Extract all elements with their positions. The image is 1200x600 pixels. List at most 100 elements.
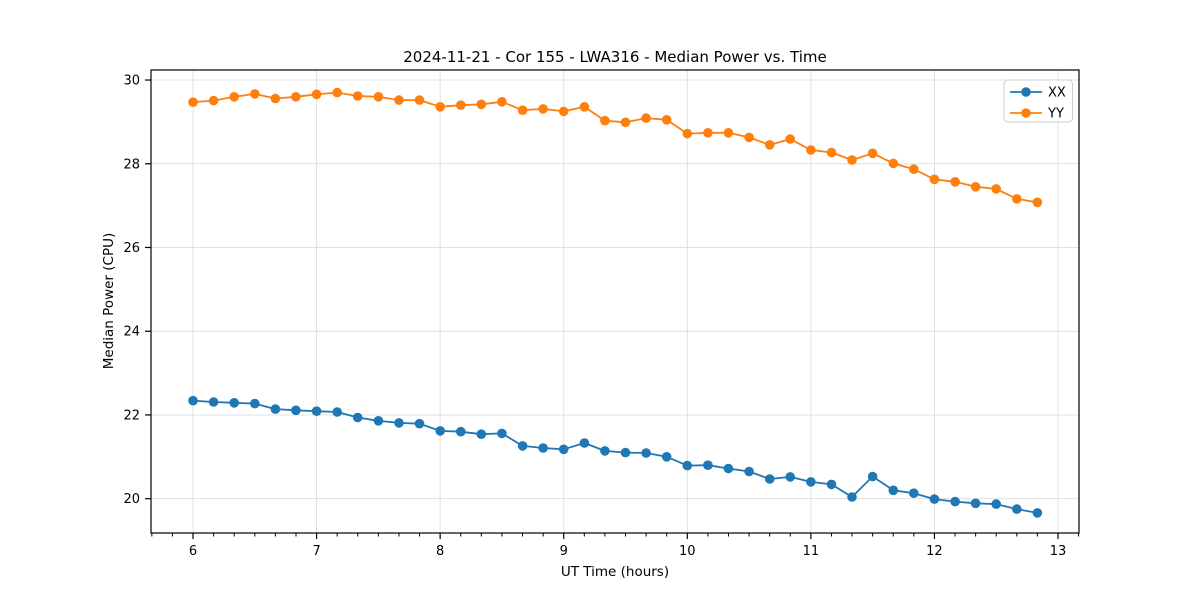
data-point-XX: [291, 405, 301, 416]
data-point-YY: [497, 97, 507, 107]
y-axis-label: Median Power (CPU): [101, 233, 117, 369]
data-point-YY: [826, 147, 837, 158]
gridlines: [151, 70, 1079, 533]
data-point-XX: [764, 474, 775, 484]
data-point-YY: [661, 115, 672, 125]
data-point-XX: [970, 498, 981, 509]
data-point-XX: [229, 398, 239, 408]
data-point-XX: [847, 492, 857, 502]
y-tick-label: 24: [123, 325, 140, 340]
data-point-YY: [373, 92, 384, 102]
data-point-YY: [785, 134, 795, 144]
y-tick-label: 30: [123, 74, 140, 89]
data-point-YY: [1032, 197, 1043, 208]
x-tick-label: 11: [803, 544, 820, 559]
data-point-YY: [888, 158, 899, 169]
data-point-YY: [208, 95, 219, 106]
data-point-XX: [1012, 504, 1022, 514]
data-point-YY: [620, 117, 631, 128]
data-point-XX: [373, 416, 384, 426]
x-tick-label: 10: [679, 544, 696, 559]
data-point-XX: [991, 499, 1001, 509]
data-point-YY: [291, 92, 301, 102]
data-point-YY: [991, 184, 1001, 194]
data-point-YY: [188, 97, 198, 107]
data-point-YY: [723, 128, 734, 138]
data-point-XX: [723, 463, 734, 474]
data-point-XX: [744, 466, 754, 477]
data-point-YY: [867, 148, 878, 159]
x-tick-label: 6: [189, 544, 197, 559]
data-point-XX: [476, 429, 487, 440]
data-point-XX: [682, 460, 693, 471]
data-point-YY: [476, 99, 487, 110]
x-tick-label: 9: [560, 544, 568, 559]
data-point-YY: [703, 128, 713, 138]
data-point-XX: [826, 479, 837, 490]
data-point-YY: [682, 128, 693, 139]
data-point-YY: [250, 89, 260, 99]
data-point-YY: [414, 95, 425, 105]
data-point-YY: [538, 104, 548, 114]
data-point-XX: [208, 397, 219, 407]
legend-label-YY: YY: [1047, 107, 1064, 122]
data-point-XX: [435, 426, 446, 436]
data-point-YY: [352, 91, 363, 101]
data-point-YY: [558, 106, 569, 117]
data-point-XX: [311, 406, 322, 417]
data-point-YY: [456, 100, 466, 110]
legend-box: [1003, 79, 1073, 123]
data-point-YY: [909, 164, 919, 174]
y-tick-label: 20: [123, 492, 140, 507]
data-point-XX: [332, 407, 343, 417]
data-point-XX: [950, 496, 960, 507]
data-point-YY: [641, 113, 651, 123]
chart-title: 2024-11-21 - Cor 155 - LWA316 - Median P…: [403, 48, 827, 66]
data-point-XX: [558, 444, 569, 455]
data-point-YY: [847, 155, 857, 165]
x-tick-label: 7: [312, 544, 320, 559]
data-point-XX: [188, 395, 198, 406]
data-point-XX: [1032, 508, 1043, 518]
x-tick-label: 13: [1050, 544, 1067, 559]
legend: XX YY: [1003, 79, 1073, 123]
data-point-YY: [394, 95, 404, 105]
plot-border: [150, 69, 1080, 534]
data-point-XX: [394, 418, 404, 428]
data-point-YY: [229, 92, 239, 102]
data-point-YY: [950, 177, 960, 187]
data-point-XX: [641, 448, 651, 458]
data-point-YY: [929, 174, 940, 185]
data-point-YY: [517, 105, 528, 115]
data-point-XX: [517, 441, 528, 451]
y-tick-label: 28: [123, 157, 140, 172]
data-point-YY: [435, 102, 446, 112]
data-point-YY: [600, 115, 610, 126]
data-point-XX: [620, 447, 631, 458]
legend-label-XX: XX: [1048, 86, 1066, 101]
data-point-XX: [661, 452, 672, 462]
data-point-YY: [1012, 194, 1022, 204]
data-point-YY: [270, 93, 281, 104]
data-point-XX: [909, 488, 919, 499]
data-point-XX: [867, 471, 878, 482]
x-tick-label: 12: [926, 544, 943, 559]
data-point-XX: [250, 398, 260, 409]
data-point-YY: [311, 89, 322, 100]
data-point-XX: [785, 472, 795, 482]
legend-marker-XX: [1021, 87, 1031, 97]
data-point-XX: [414, 418, 425, 429]
x-axis-label: UT Time (hours): [561, 564, 669, 580]
data-point-XX: [806, 477, 816, 487]
y-tick-label: 22: [123, 408, 140, 423]
y-tick-label: 26: [123, 241, 140, 256]
data-point-YY: [970, 182, 981, 192]
data-point-XX: [352, 412, 363, 423]
data-point-YY: [579, 102, 590, 112]
data-point-YY: [744, 132, 754, 143]
data-point-XX: [929, 494, 940, 504]
x-tick-label: 8: [436, 544, 444, 559]
data-point-XX: [579, 438, 590, 448]
